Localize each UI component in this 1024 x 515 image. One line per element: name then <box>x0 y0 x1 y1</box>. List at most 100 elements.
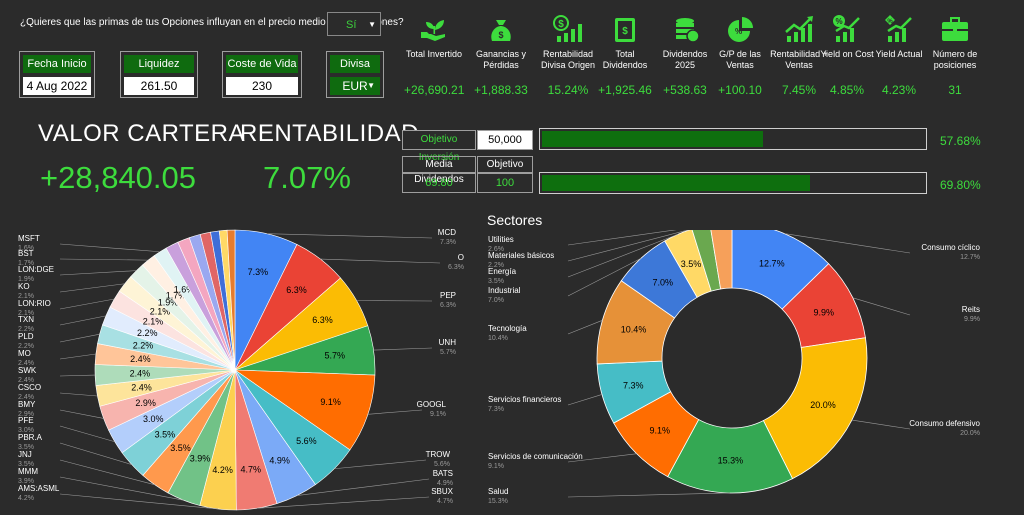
dividendos-objetivo-value: 100 <box>477 173 533 193</box>
options-question-select[interactable]: Sí ▼ <box>327 12 381 36</box>
pie-slice-label: 6.3% <box>286 285 307 295</box>
pie-slice-label: 4.7% <box>240 465 261 475</box>
kpi-value[interactable]: 261.50 <box>124 77 194 95</box>
leader-line <box>256 496 430 509</box>
pie-legend-pct: 2.4% <box>18 394 34 401</box>
pie-slice-label: 2.4% <box>131 383 152 393</box>
pie-legend-pct: 7.3% <box>440 239 456 246</box>
leader-line <box>567 233 679 278</box>
kpi-coste-de-vida: Coste de Vida 230 <box>222 51 302 98</box>
stat-label: Rentabilidad Divisa Origen <box>540 49 596 70</box>
donut-slice-label: 7.0% <box>653 277 674 287</box>
objetivo-inversion-value[interactable]: 50,000 <box>477 130 533 150</box>
leader-line <box>59 333 100 343</box>
chevron-down-icon: ▼ <box>367 81 375 90</box>
donut-slice-label: 20.0% <box>810 400 836 410</box>
dividendos-progress-pct: 69.80% <box>940 178 981 192</box>
stat-value: 7.45% <box>781 83 817 97</box>
coins-icon <box>676 18 700 43</box>
pie-slice-label: 7.3% <box>248 267 269 277</box>
stat-label: Rentabilidad + Ventas <box>770 49 828 70</box>
pie-slice-label: 2.4% <box>130 368 151 378</box>
svg-text:%: % <box>835 17 842 26</box>
inversion-progress-bar <box>539 128 927 150</box>
donut-slice-label: 3.5% <box>681 259 702 269</box>
dividendos-progress-fill <box>542 175 811 191</box>
rentabilidad-value: 7.07% <box>263 160 351 195</box>
leader-line <box>59 493 218 510</box>
kpi-liquidez: Liquidez 261.50 <box>120 51 198 98</box>
stat-label: Ganancias y Pérdidas <box>475 49 527 70</box>
leader-line <box>59 425 115 443</box>
rentabilidad-label: RENTABILIDAD <box>240 120 419 147</box>
cash-stack-icon: $ <box>615 18 635 42</box>
yield-cost-icon: % <box>833 15 860 42</box>
svg-text:$: $ <box>498 30 503 40</box>
pie-legend-name: BST <box>18 249 34 258</box>
stat-value: 4.85% <box>829 83 865 97</box>
donut-slice-label: 10.4% <box>621 324 647 334</box>
stat-value: +538.63 <box>663 83 707 97</box>
leader-line <box>567 230 677 246</box>
kpi-label: Liquidez <box>124 55 194 73</box>
donut-legend-name: Reits <box>962 305 980 314</box>
growth-chart-icon <box>785 16 813 42</box>
donut-legend-pct: 12.7% <box>960 254 980 261</box>
pie-legend-name: KO <box>18 282 30 291</box>
kpi-divisa: Divisa EUR ▼ <box>326 51 384 98</box>
donut-slice-label: 7.3% <box>623 381 644 391</box>
pie-legend-name: TROW <box>426 450 451 459</box>
donut-legend-pct: 15.3% <box>488 498 508 505</box>
svg-text:%: % <box>735 27 742 36</box>
pie-legend-name: SWK <box>18 366 37 375</box>
stat-label: Yield Actual <box>875 49 923 59</box>
kpi-value[interactable]: 4 Aug 2022 <box>23 77 91 95</box>
stat-label: Total Dividendos <box>602 49 648 70</box>
kpi-value[interactable]: EUR <box>330 77 380 95</box>
stat-5: % G/P de las Ventas +100.10 <box>710 12 770 97</box>
pie-legend-pct: 2.4% <box>18 377 34 384</box>
pie-slice-label: 3.5% <box>155 429 176 439</box>
stat-value: 4.23% <box>881 83 917 97</box>
donut-slice <box>710 230 733 290</box>
pie-legend-name: PLD <box>18 332 34 341</box>
dividendos-progress-bar <box>539 172 927 194</box>
media-dividendos-label: Media Dividendos <box>402 156 476 185</box>
kpi-value[interactable]: 230 <box>226 77 298 95</box>
pie-slice-label: 5.6% <box>296 436 317 446</box>
pie-legend-pct: 6.3% <box>448 264 464 271</box>
pie-legend-pct: 6.3% <box>440 302 456 309</box>
donut-legend-pct: 7.0% <box>488 297 504 304</box>
hand-plant-icon <box>421 20 445 41</box>
donut-legend-pct: 10.4% <box>488 335 508 342</box>
kpi-label: Fecha Inicio <box>23 55 91 73</box>
stat-7: % Yield on Cost 4.85% <box>817 12 877 97</box>
pie-legend-name: JNJ <box>18 450 32 459</box>
kpi-fecha-inicio: Fecha Inicio 4 Aug 2022 <box>19 51 95 98</box>
pie-legend-pct: 3.5% <box>18 444 34 451</box>
pie-slice-label: 2.2% <box>133 341 154 351</box>
leader-line <box>59 283 125 293</box>
stat-8: % Yield Actual 4.23% <box>869 12 929 97</box>
donut-legend-pct: 9.1% <box>488 463 504 470</box>
pie-legend-pct: 9.1% <box>430 411 446 418</box>
stat-6: Rentabilidad + Ventas 7.45% <box>769 12 829 97</box>
media-dividendos-value: 69.80 <box>402 173 476 193</box>
stat-value: +26,690.21 <box>404 83 465 97</box>
donut-slice-label: 12.7% <box>759 259 785 269</box>
leader-line <box>59 476 184 501</box>
stat-2: $ Rentabilidad Divisa Origen 15.24% <box>538 12 598 97</box>
pie-legend-name: BATS <box>433 469 453 478</box>
leader-line <box>367 409 423 415</box>
pie-chart-icon: % <box>728 17 753 42</box>
donut-legend-pct: 2.2% <box>488 262 504 269</box>
pie-slice-label: 2.9% <box>135 398 156 408</box>
pie-legend-name: LON:RIO <box>18 299 51 308</box>
svg-text:%: % <box>887 19 893 25</box>
pie-legend-pct: 2.1% <box>18 293 34 300</box>
stat-label: Total Invertido <box>405 49 463 59</box>
donut-legend-name: Servicios financieros <box>488 395 561 404</box>
stat-label: Yield on Cost <box>820 49 874 59</box>
holdings-pie-chart: 7.3% MCD 7.3% 6.3% O 6.3% 6.3% PEP 6.3% 5.7% UNH 5.… <box>18 228 464 511</box>
pie-slice <box>226 229 236 371</box>
